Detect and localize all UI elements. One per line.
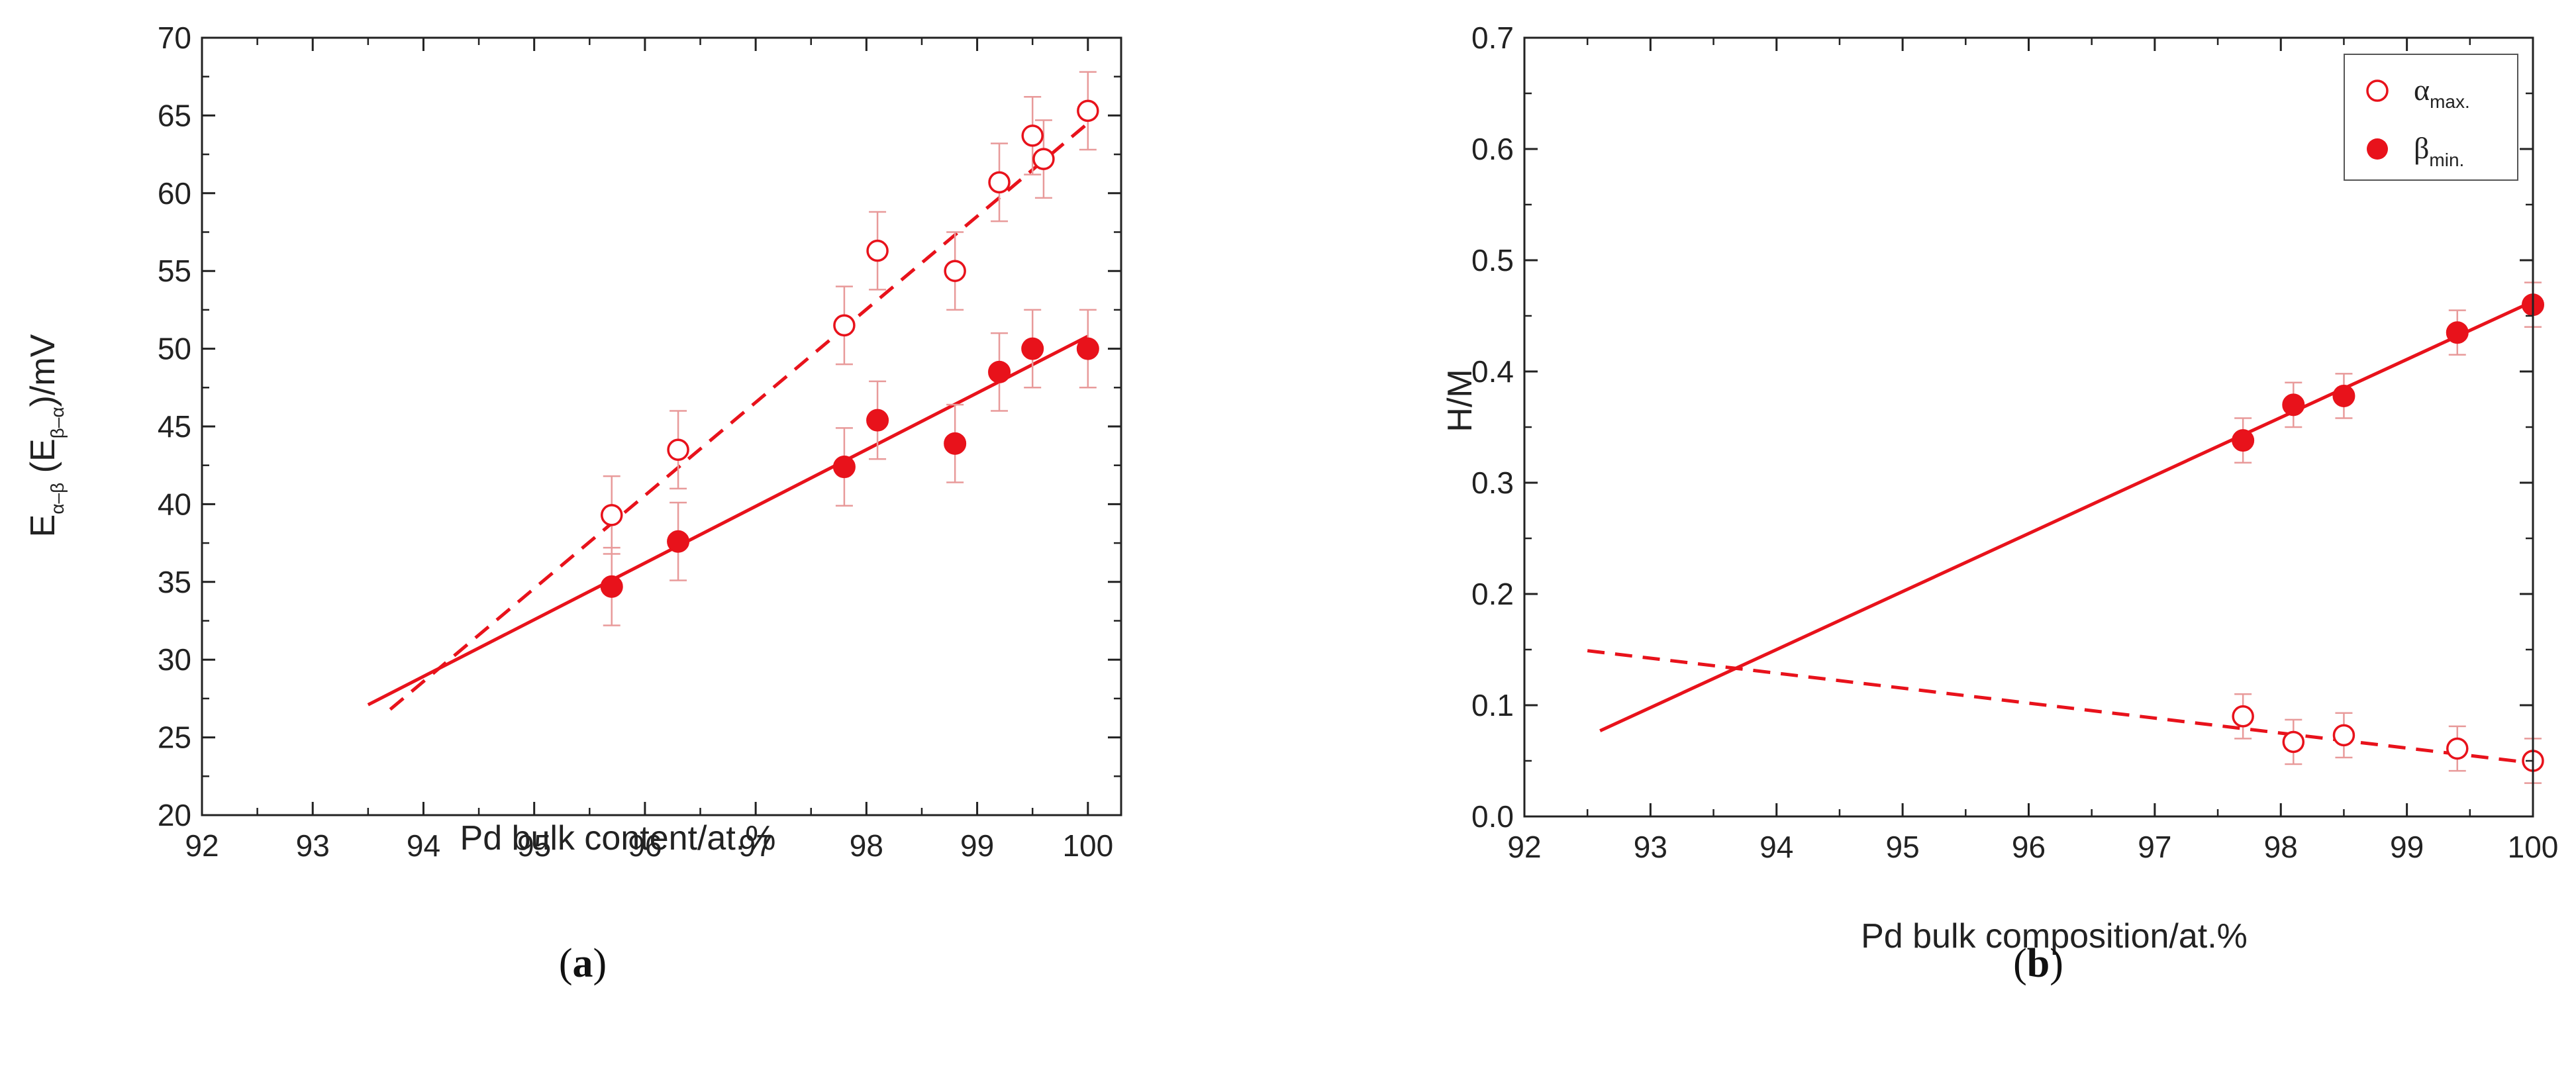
- x-tick-label: 97: [2138, 830, 2171, 864]
- x-tick-label: 94: [407, 828, 440, 863]
- legend: αmax. βmin.: [2344, 54, 2518, 181]
- data-point-open: [2332, 724, 2355, 747]
- y-tick-label: 60: [158, 176, 191, 211]
- y-tick-label: 0.5: [1471, 243, 1514, 277]
- data-point-filled: [832, 456, 856, 479]
- data-point-filled: [944, 432, 967, 455]
- data-point-filled: [2332, 384, 2355, 407]
- y-tick-label: 0.7: [1471, 21, 1514, 55]
- x-axis-title: Pd bulk content/at.%: [460, 819, 776, 858]
- y-tick-label: 35: [158, 565, 191, 599]
- data-point-open: [2232, 705, 2254, 728]
- fit-line-solid: [367, 334, 1089, 707]
- data-point-filled: [600, 575, 623, 598]
- y-tick-label: 30: [158, 642, 191, 677]
- y-tick-label: 55: [158, 254, 191, 288]
- x-tick-label: 96: [2012, 830, 2046, 864]
- y-tick-label: 0.3: [1471, 466, 1514, 500]
- y-tick-label: 65: [158, 98, 191, 132]
- x-tick-label: 96: [628, 828, 662, 863]
- panel-label-a: (a): [559, 941, 607, 986]
- y-tick-label: 0.6: [1471, 132, 1514, 166]
- fit-line-solid: [1599, 299, 2534, 732]
- legend-box: [2344, 54, 2518, 181]
- data-point-filled: [988, 360, 1011, 383]
- y-tick-label: 45: [158, 409, 191, 444]
- y-axis-title: H/M: [1441, 369, 1479, 432]
- data-point-open: [600, 504, 623, 526]
- x-tick-label: 99: [2390, 830, 2424, 864]
- legend-label: βmin.: [2414, 131, 2464, 170]
- data-point-open: [1032, 148, 1055, 170]
- data-point-open: [1077, 99, 1099, 123]
- data-point-filled: [2232, 429, 2255, 452]
- y-tick-label: 0.2: [1471, 577, 1514, 611]
- y-tick-label: 70: [158, 21, 191, 55]
- data-point-open: [944, 260, 966, 282]
- data-point-open: [2446, 737, 2469, 760]
- data-point-open: [833, 314, 856, 337]
- x-tick-label: 100: [1062, 828, 1113, 863]
- fit-line-dashed: [1587, 649, 2534, 765]
- x-tick-label: 95: [517, 828, 551, 863]
- x-tick-label: 95: [1886, 830, 1920, 864]
- data-point-open: [1021, 124, 1044, 147]
- chart-panel-b: 92 93 94 95 96 97 98 99 100 0.0 0.1 0.2 0.3 0.4 0.5 0.6…: [1441, 21, 2558, 986]
- y-tick-label: 25: [158, 720, 191, 755]
- y-tick-label: 50: [158, 332, 191, 366]
- data-point-filled: [866, 409, 889, 432]
- data-point-open: [667, 438, 689, 461]
- legend-marker-open: [2366, 79, 2389, 102]
- x-tick-label: 98: [850, 828, 883, 863]
- chart-panel-a: 92 93 94 95 96 97 98 99 100 20 25 30 35 40 45 50 55 60 65 7…: [24, 21, 1122, 986]
- panel-label-b: (b): [2013, 941, 2063, 986]
- x-tick-label: 97: [739, 828, 773, 863]
- x-tick-label: 92: [1507, 830, 1541, 864]
- data-point-filled: [667, 530, 690, 553]
- data-point-open: [2282, 730, 2305, 754]
- legend-marker-filled: [2367, 138, 2388, 160]
- x-tick-label: 100: [2508, 830, 2559, 864]
- y-tick-label: 0.0: [1471, 799, 1514, 834]
- data-point-filled: [2282, 393, 2305, 417]
- fit-line-dashed: [389, 122, 1089, 711]
- plot-frame: [201, 36, 1122, 816]
- x-tick-label: 94: [1759, 830, 1793, 864]
- y-tick-label: 0.1: [1471, 688, 1514, 722]
- data-point-filled: [1021, 337, 1044, 360]
- legend-label: αmax.: [2414, 73, 2470, 112]
- x-tick-label: 92: [185, 828, 219, 863]
- y-tick-label: 40: [158, 487, 191, 521]
- data-point-open: [866, 239, 889, 262]
- y-tick-label: 20: [158, 798, 191, 832]
- y-axis-title: Eα–β (Eβ–α)/mV: [24, 334, 68, 537]
- y-tick-label: 0.4: [1471, 354, 1514, 389]
- data-point-filled: [1076, 337, 1099, 360]
- x-axis-title: Pd bulk composition/at.%: [1861, 917, 2248, 956]
- x-tick-label: 99: [960, 828, 994, 863]
- data-point-filled: [2446, 321, 2469, 344]
- x-tick-label: 98: [2264, 830, 2298, 864]
- x-tick-label: 93: [296, 828, 330, 863]
- data-point-open: [988, 171, 1011, 194]
- x-tick-label: 93: [1634, 830, 1667, 864]
